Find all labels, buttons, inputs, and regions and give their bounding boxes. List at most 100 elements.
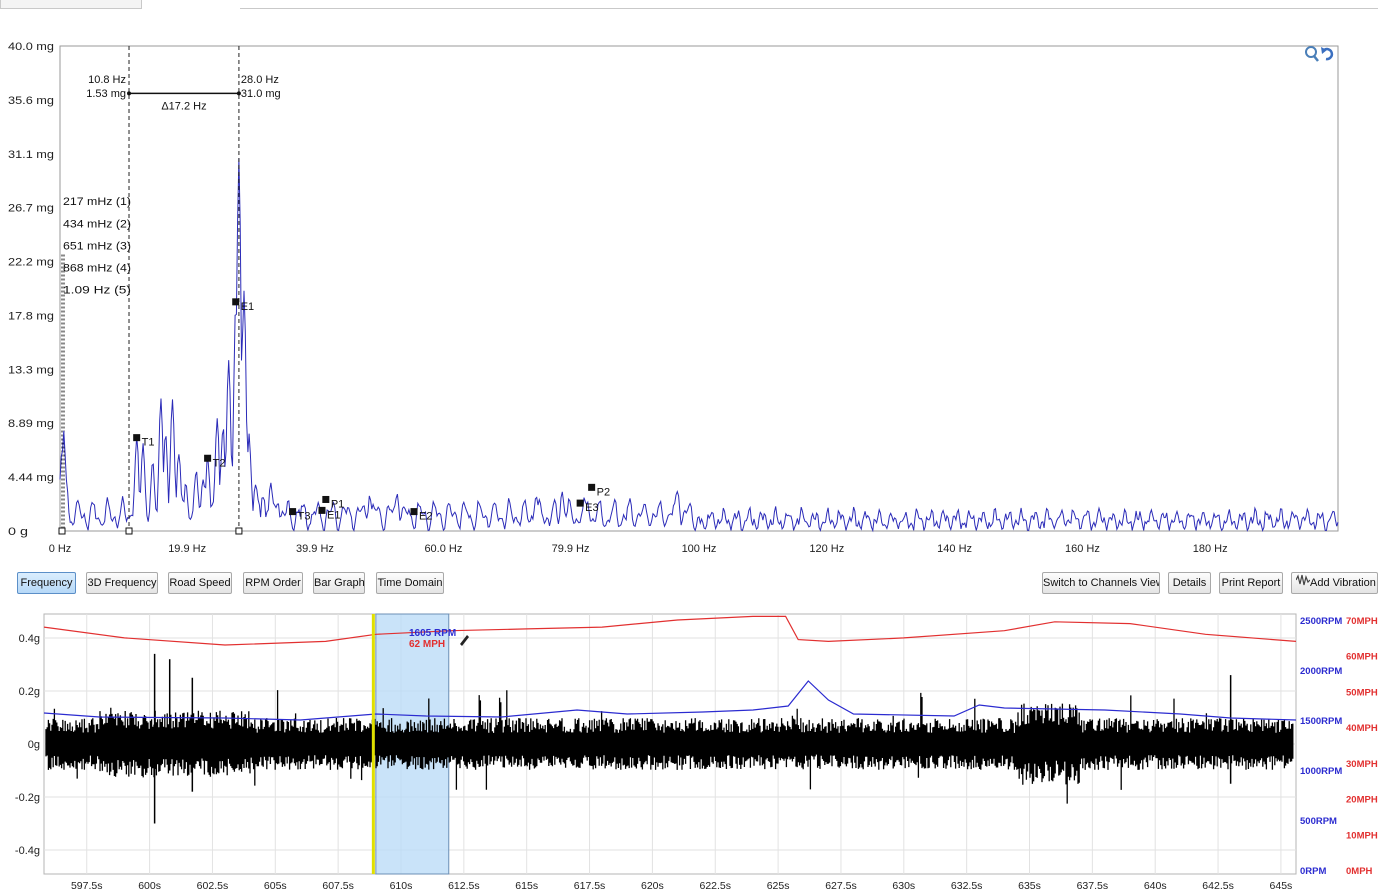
- delta-end: [127, 91, 132, 96]
- mph-axis-tick: 60MPH: [1346, 652, 1378, 663]
- top-divider: [240, 8, 1378, 9]
- add-vibration-label: Add Vibration: [1310, 577, 1376, 589]
- marker-e1: [232, 298, 240, 306]
- marker-p2: [588, 483, 596, 491]
- switch-to-channels-view-button[interactable]: Switch to Channels View: [1042, 572, 1160, 594]
- vibration-signal: [45, 690, 1294, 804]
- marker-label: E1: [327, 509, 340, 521]
- rpm-axis-tick: 500RPM: [1300, 816, 1337, 827]
- delta-end: [236, 91, 241, 96]
- harmonic-label: 217 mHz (1): [63, 196, 131, 208]
- time-x-tick: 637.5s: [1077, 880, 1109, 892]
- frequency-view-button[interactable]: Frequency: [17, 572, 76, 594]
- y-tick-label: 13.3 mg: [8, 364, 54, 376]
- marker-label: P2: [597, 486, 610, 498]
- marker-t2: [204, 454, 212, 462]
- cursor-left-freq: 10.8 Hz: [88, 74, 126, 86]
- y-tick-label: 22.2 mg: [8, 257, 54, 269]
- time-x-tick: 602.5s: [197, 880, 229, 892]
- harmonic-label: 434 mHz (2): [63, 218, 131, 230]
- 3d-frequency-button[interactable]: 3D Frequency: [86, 572, 158, 594]
- time-domain-button[interactable]: Time Domain: [376, 572, 444, 594]
- road-speed-button[interactable]: Road Speed: [168, 572, 232, 594]
- mph-axis-tick: 30MPH: [1346, 759, 1378, 770]
- time-y-tick: 0.2g: [19, 686, 40, 698]
- y-tick-label: 35.6 mg: [8, 95, 54, 107]
- x-tick-label: 79.9 Hz: [552, 543, 590, 555]
- time-x-tick: 645s: [1270, 880, 1293, 892]
- top-tab[interactable]: [0, 0, 142, 9]
- marker-p1: [322, 495, 330, 503]
- marker-label: E2: [419, 511, 432, 523]
- time-domain-chart[interactable]: 597.5s 600s 602.5s 605s 607.5s 610s 612.5s 615s…: [0, 604, 1378, 893]
- mph-axis-tick: 0MPH: [1346, 866, 1373, 877]
- time-x-tick: 612.5s: [448, 880, 480, 892]
- rpm-order-button[interactable]: RPM Order: [243, 572, 303, 594]
- time-x-tick: 600s: [138, 880, 161, 892]
- x-tick-label: 120 Hz: [809, 543, 844, 555]
- time-x-tick: 605s: [264, 880, 287, 892]
- mph-axis-tick: 50MPH: [1346, 687, 1378, 698]
- pen-icon: [460, 635, 469, 646]
- vibration-wave-icon: [1295, 573, 1311, 593]
- marker-label: T2: [213, 457, 226, 469]
- time-y-tick: 0g: [28, 739, 40, 751]
- rpm-axis-tick: 2000RPM: [1300, 666, 1342, 677]
- time-y-tick: 0.4g: [19, 633, 40, 645]
- zoom-undo-icon[interactable]: [1302, 44, 1336, 64]
- mph-axis-tick: 20MPH: [1346, 795, 1378, 806]
- y-tick-label: 0 g: [8, 526, 28, 538]
- readout-mph: 62 MPH: [409, 639, 446, 650]
- rpm-axis-tick: 0RPM: [1300, 866, 1326, 877]
- harmonic-label: 651 mHz (3): [63, 240, 131, 252]
- x-tick-label: 180 Hz: [1193, 543, 1228, 555]
- marker-t1: [133, 434, 141, 442]
- mph-trace: [43, 615, 1297, 646]
- mph-axis-tick: 40MPH: [1346, 723, 1378, 734]
- time-x-tick: 640s: [1144, 880, 1167, 892]
- cursor-right-amp: 31.0 mg: [241, 88, 281, 100]
- time-x-tick: 610s: [390, 880, 413, 892]
- y-tick-label: 8.89 mg: [8, 418, 54, 430]
- time-x-tick: 625s: [767, 880, 790, 892]
- marker-t3: [289, 508, 297, 516]
- marker-e2: [410, 508, 418, 516]
- time-x-tick: 642.5s: [1202, 880, 1234, 892]
- marker-e3: [576, 499, 584, 507]
- marker-label: E3: [585, 502, 598, 514]
- time-x-tick: 615s: [515, 880, 538, 892]
- print-report-button[interactable]: Print Report: [1219, 572, 1283, 594]
- details-button[interactable]: Details: [1168, 572, 1211, 594]
- top-tab-strip: [0, 0, 1378, 12]
- marker-label: P1: [331, 498, 344, 510]
- time-x-tick: 597.5s: [71, 880, 103, 892]
- cursor-right-handle: [235, 527, 243, 535]
- x-tick-label: 140 Hz: [937, 543, 972, 555]
- y-tick-label: 4.44 mg: [8, 472, 54, 484]
- mph-axis-tick: 70MPH: [1346, 616, 1378, 627]
- cursor-left-handle: [125, 527, 133, 535]
- y-tick-label: 17.8 mg: [8, 310, 54, 322]
- y-tick-label: 26.7 mg: [8, 203, 54, 215]
- time-x-tick: 617.5s: [574, 880, 606, 892]
- time-x-tick: 607.5s: [322, 880, 354, 892]
- time-x-tick: 632.5s: [951, 880, 983, 892]
- y-tick-label: 40.0 mg: [8, 41, 54, 53]
- frequency-spectrum-chart[interactable]: 40.0 mg 35.6 mg 31.1 mg 26.7 mg 22.2 mg 17.8 …: [6, 36, 1372, 564]
- view-toolbar: Frequency 3D Frequency Road Speed RPM Or…: [0, 566, 1378, 600]
- y-tick-label: 31.1 mg: [8, 149, 54, 161]
- x-tick-label: 100 Hz: [682, 543, 717, 555]
- add-vibration-button[interactable]: Add Vibration: [1291, 572, 1378, 594]
- frequency-spectrum-panel: 40.0 mg 35.6 mg 31.1 mg 26.7 mg 22.2 mg 17.8 …: [6, 36, 1372, 564]
- readout-rpm: 1605 RPM: [409, 628, 457, 639]
- time-x-tick: 620s: [641, 880, 664, 892]
- x-tick-label: 60.0 Hz: [424, 543, 462, 555]
- spectrum-trace: [59, 158, 1339, 533]
- spectrum-plot-area: [59, 45, 1339, 532]
- bar-graph-button[interactable]: Bar Graph: [313, 572, 365, 594]
- rpm-axis-tick: 2500RPM: [1300, 616, 1342, 627]
- marker-label: T3: [298, 511, 311, 523]
- time-x-tick: 630s: [892, 880, 915, 892]
- time-y-tick: -0.2g: [15, 792, 40, 804]
- harmonic-label: 868 mHz (4): [63, 262, 131, 274]
